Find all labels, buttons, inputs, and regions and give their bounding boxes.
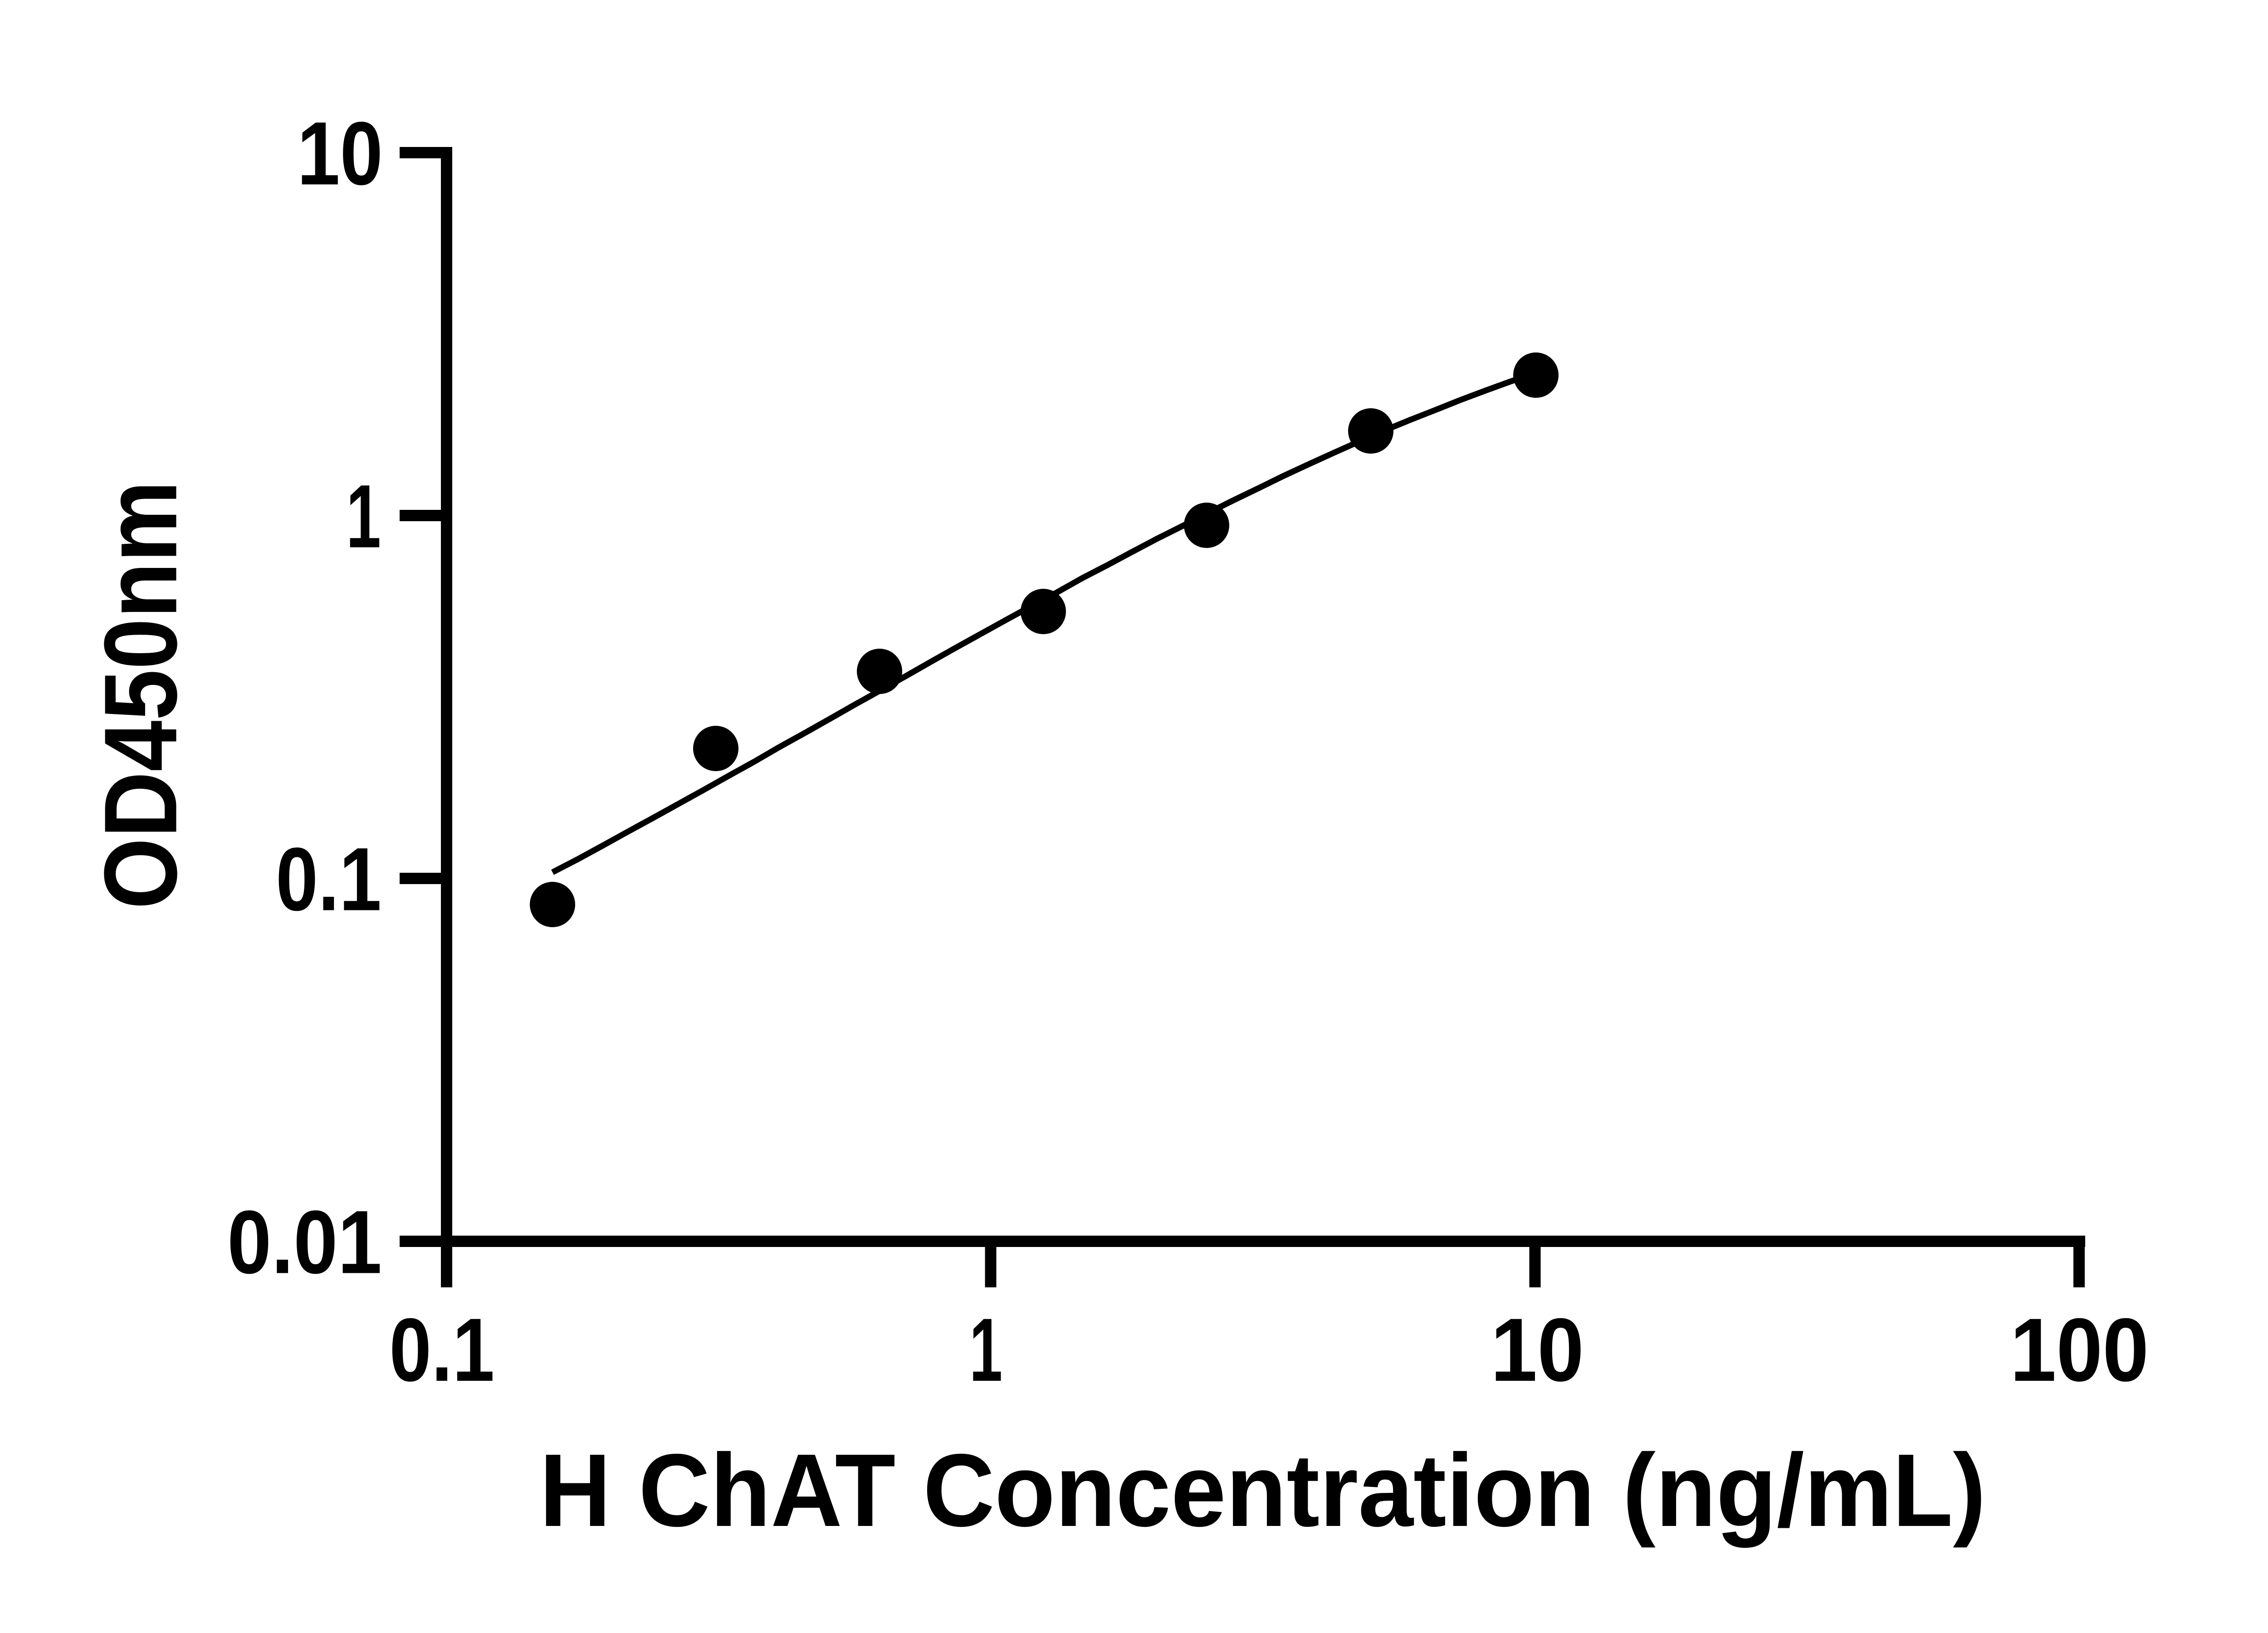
- svg-text:1: 1: [346, 466, 381, 567]
- svg-text:1: 1: [969, 1300, 1002, 1400]
- svg-text:0.01: 0.01: [227, 1192, 382, 1292]
- svg-text:100: 100: [2010, 1300, 2149, 1400]
- svg-text:0.1: 0.1: [389, 1300, 494, 1400]
- svg-text:H ChAT Concentration (ng/mL): H ChAT Concentration (ng/mL): [539, 1433, 1986, 1548]
- svg-text:OD450nm: OD450nm: [83, 481, 199, 909]
- svg-text:0.1: 0.1: [276, 829, 381, 929]
- svg-text:10: 10: [1491, 1300, 1584, 1400]
- svg-text:10: 10: [297, 103, 383, 204]
